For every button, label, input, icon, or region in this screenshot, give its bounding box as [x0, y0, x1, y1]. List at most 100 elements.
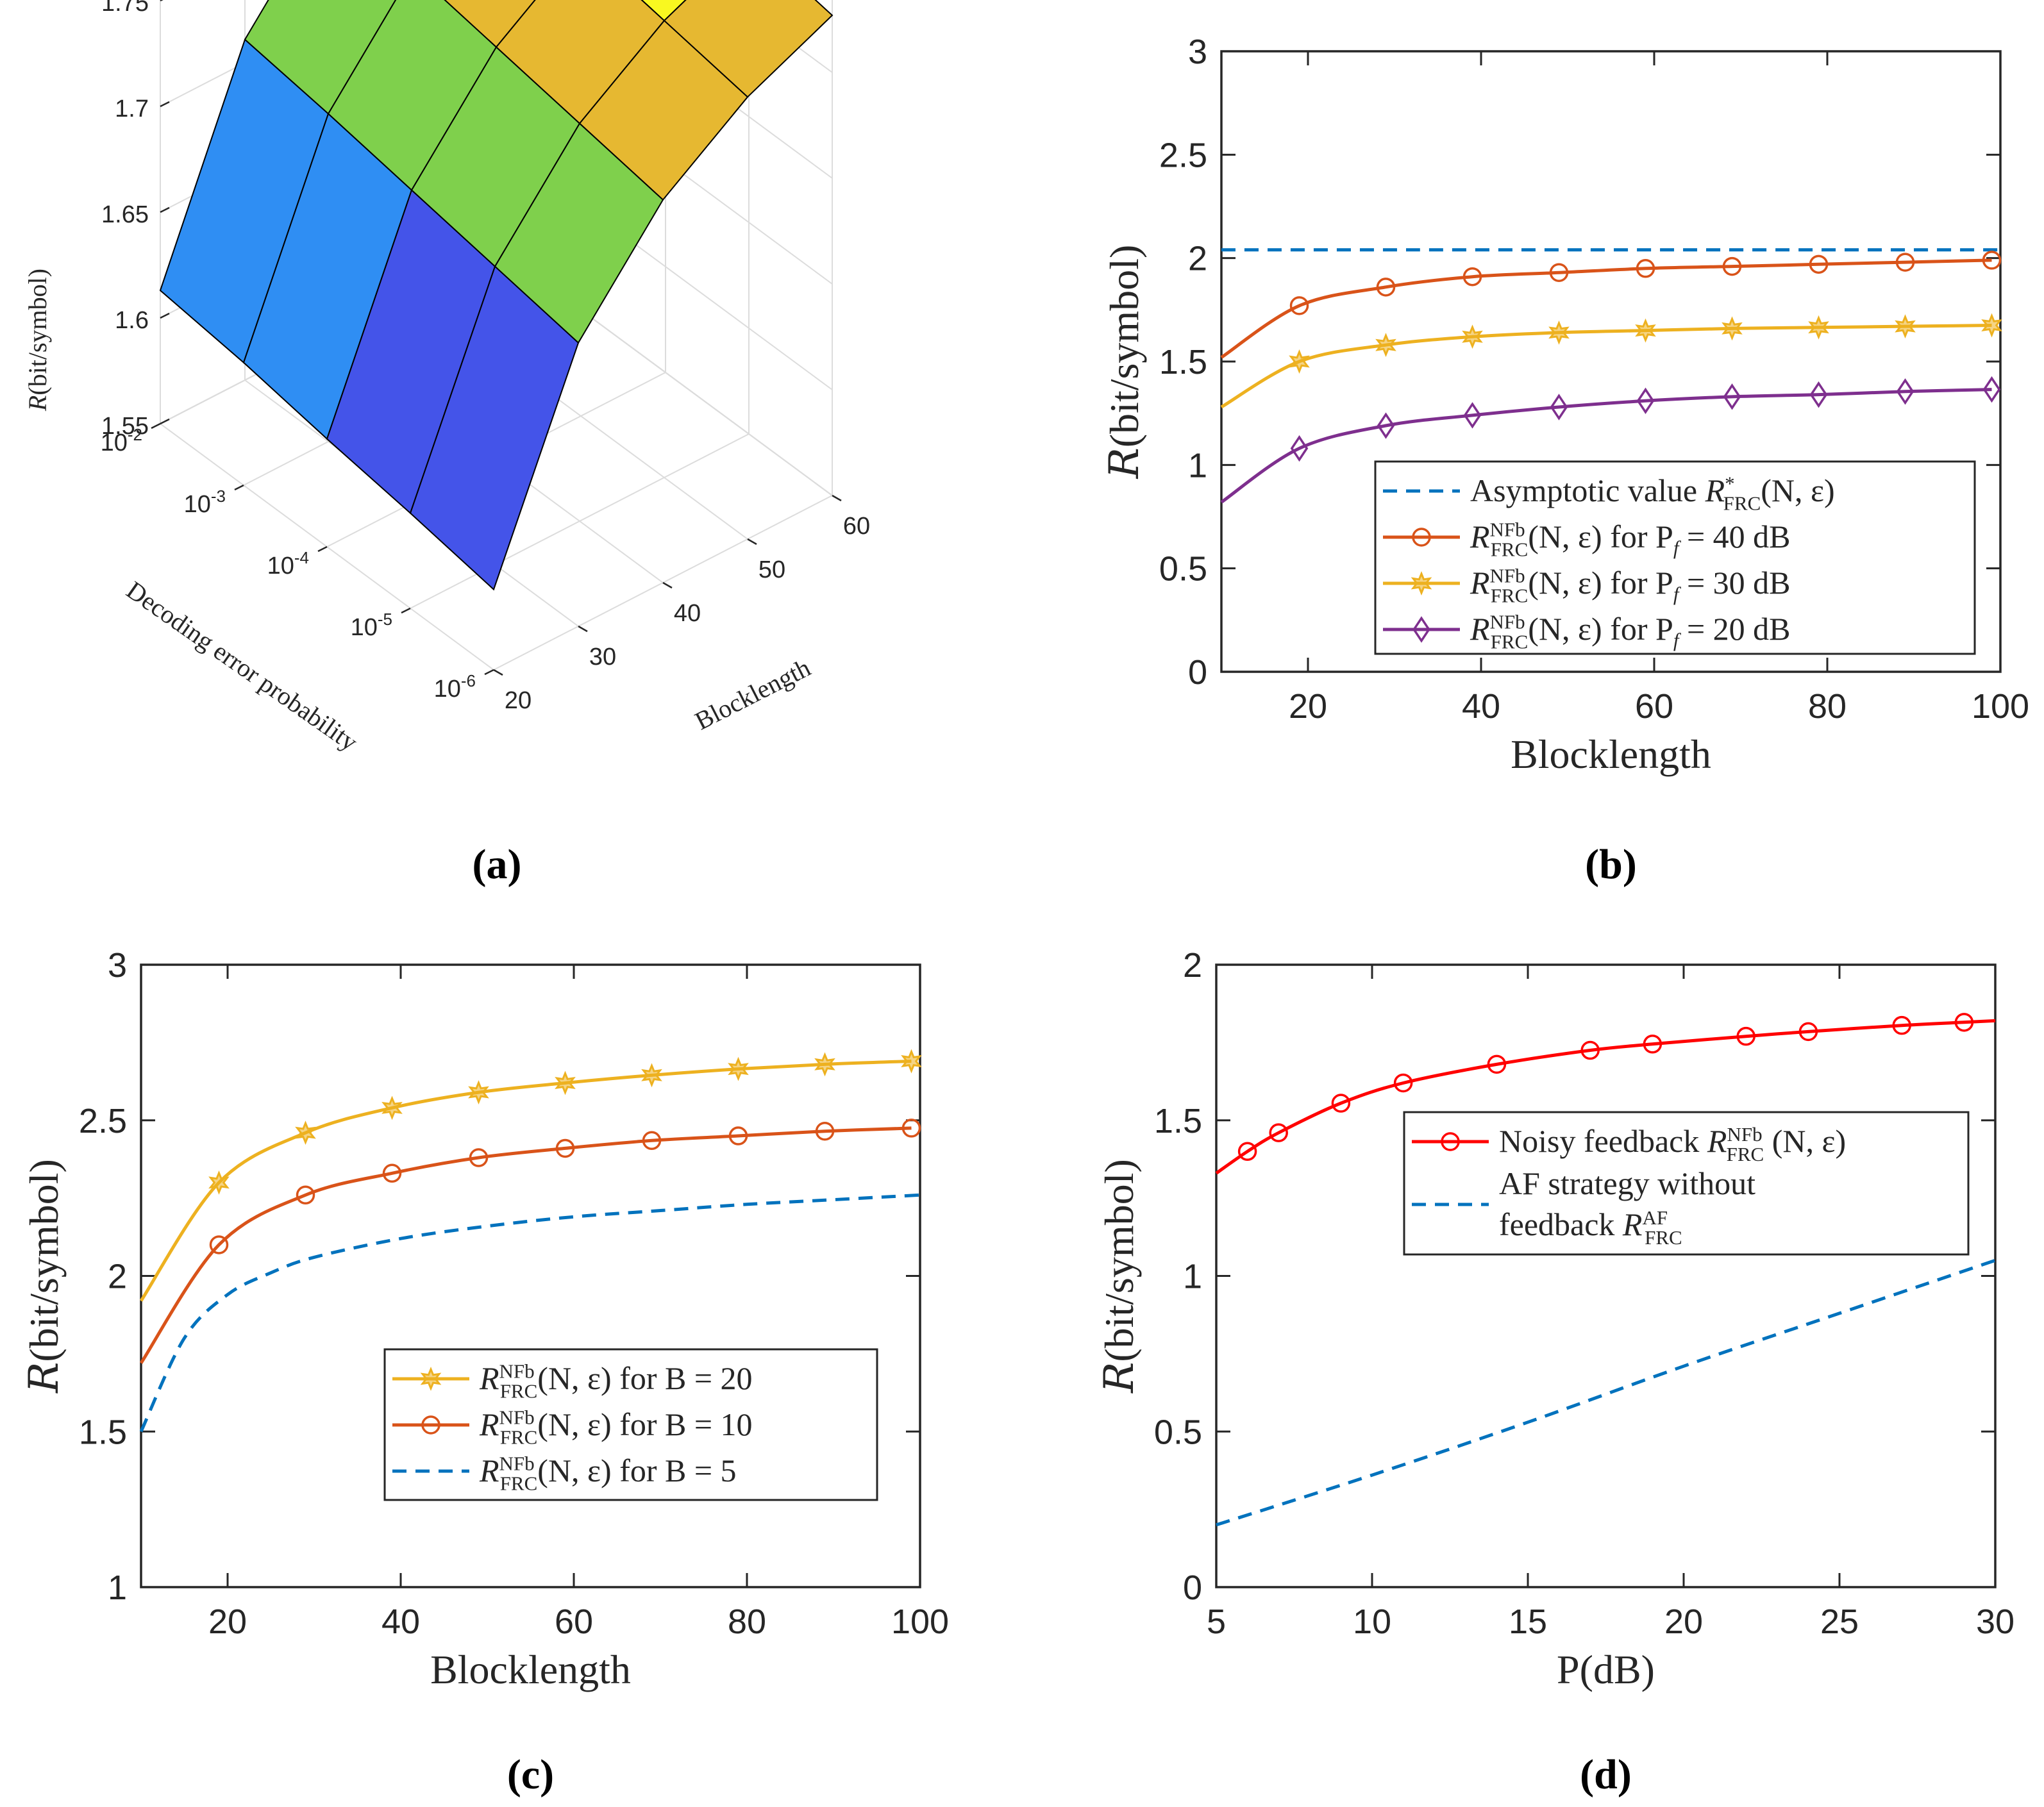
series-line-2: [1220, 324, 1992, 409]
x-tick-mark: [401, 607, 411, 614]
series-0-marker: [1331, 1094, 1351, 1113]
series-2-marker: [1462, 324, 1483, 349]
series-0-marker: [1487, 1054, 1507, 1074]
z-tick-mark: [160, 418, 170, 425]
series-0-marker: [208, 1170, 230, 1195]
series-line-1: [139, 1126, 912, 1364]
y-tick-label: 50: [758, 556, 785, 583]
panel-caption: (c): [507, 1751, 554, 1798]
series-0-marker: [1892, 1015, 1911, 1035]
series-1-marker: [209, 1235, 229, 1254]
y-tick-label: 40: [674, 600, 701, 627]
z-axis-label: R(bit/symbol): [23, 269, 52, 412]
y-tick-label: 1.5: [1154, 1102, 1202, 1140]
y-tick-label: 0: [1188, 653, 1207, 692]
x-tick-label: 10-2: [101, 425, 142, 456]
series-0-marker: [728, 1056, 749, 1081]
x-tick-mark: [484, 669, 494, 676]
z-tick-label: 1.55: [101, 413, 149, 440]
panel-d-line-chart: 5 10 15 20 25 30 0 0.5 1 1.5 2 P(dB) R(bit/symbol) (d…: [1096, 946, 2015, 1798]
y-tick-label: 2.5: [79, 1102, 127, 1140]
x-tick-label: 80: [1808, 687, 1847, 726]
x-tick-label: 100: [1972, 687, 2029, 726]
series-2-marker: [1635, 318, 1656, 343]
y-tick-label: 0.5: [1154, 1413, 1202, 1451]
x-tick-label: 20: [1289, 687, 1327, 726]
series-1-marker: [1636, 259, 1655, 278]
series-3-marker: [1463, 402, 1482, 429]
series-0-marker: [641, 1063, 662, 1088]
series-3-marker: [1896, 378, 1914, 405]
series-1-marker: [1289, 296, 1309, 315]
series-3-marker: [1723, 383, 1741, 410]
y-tick-label: 2: [108, 1258, 127, 1296]
y-tick-label: 1.5: [79, 1413, 127, 1451]
series-1-marker: [1549, 263, 1569, 283]
x-tick-mark: [317, 545, 328, 553]
legend-marker-1: [421, 1415, 440, 1435]
series-line-3: [1220, 388, 1992, 504]
x-tick-mark: [151, 422, 161, 429]
panel-a-surface-plot: 1.551.61.651.71.751.8R(bit/symbol)10-210…: [23, 0, 870, 888]
y-tick-label: 1: [108, 1569, 127, 1607]
series-0-marker: [1736, 1026, 1755, 1046]
y-tick-label: 0: [1183, 1569, 1202, 1607]
z-tick-mark: [160, 312, 170, 319]
x-tick-mark: [234, 484, 244, 491]
legend-label-0: RNFb FRC(N, ε) for B = 20: [479, 1360, 753, 1403]
series-0-marker: [1393, 1073, 1413, 1093]
series-0-marker: [555, 1070, 576, 1095]
series-3-marker: [1636, 387, 1655, 415]
series-0-marker: [1798, 1022, 1818, 1042]
series-1-marker: [1895, 253, 1915, 272]
x-axis-label: Blocklength: [1511, 731, 1711, 777]
z-tick-label: 1.75: [101, 0, 149, 17]
series-line-2: [139, 1193, 921, 1433]
series-1-marker: [728, 1126, 748, 1145]
series-0-marker: [901, 1049, 922, 1074]
legend-marker-1: [1412, 528, 1431, 547]
x-tick-label: 100: [891, 1603, 949, 1641]
z-tick-label: 1.7: [115, 96, 149, 122]
legend-marker-0: [1441, 1132, 1460, 1151]
y-tick-label: 2: [1188, 240, 1207, 278]
y-tick-label: 1: [1188, 446, 1207, 485]
series-1-marker: [1462, 267, 1482, 287]
series-3-marker: [1290, 435, 1309, 462]
x-tick-label: 10-3: [184, 487, 226, 518]
y-tick-mark: [493, 669, 503, 676]
series-2-marker: [1895, 314, 1916, 339]
legend-label-1a: AF strategy without: [1499, 1165, 1755, 1201]
series-line-1: [1216, 1258, 1996, 1527]
x-tick-label: 30: [1976, 1603, 2015, 1641]
series-line-0: [1215, 1019, 1996, 1175]
y-tick-mark: [578, 625, 588, 633]
series-2-marker: [1289, 349, 1310, 374]
y-tick-label: 2: [1183, 946, 1202, 985]
x-tick-label: 10-4: [267, 548, 309, 579]
y-tick-mark: [747, 538, 757, 545]
y-tick-label: 60: [843, 513, 870, 540]
series-0-marker: [1269, 1123, 1288, 1142]
y-tick-label: 3: [1188, 33, 1207, 71]
legend-label-1: RNFb FRC(N, ε) for B = 10: [479, 1406, 753, 1449]
series-3-marker: [1550, 394, 1568, 421]
legend-label-3: RNFb FRC(N, ε) for Pf = 20 dB: [1470, 611, 1791, 653]
y-tick-mark: [832, 494, 842, 502]
series-2-marker: [1548, 320, 1570, 345]
surface-face-2-3: [641, 0, 687, 22]
z-tick-mark: [160, 206, 170, 213]
series-0-marker: [1954, 1013, 1974, 1032]
series-0-marker: [814, 1052, 835, 1077]
y-tick-label: 1.5: [1159, 343, 1207, 381]
legend-box: [1374, 460, 1976, 655]
legend-marker-3: [1412, 616, 1430, 643]
series-1-marker: [555, 1138, 575, 1158]
series-3-marker: [1377, 412, 1395, 439]
series-0-marker: [295, 1120, 316, 1145]
panel-caption: (a): [473, 841, 522, 888]
x-tick-label: 20: [208, 1603, 247, 1641]
surface-face-3-0: [409, 265, 580, 591]
series-1-marker: [1722, 256, 1742, 276]
y-tick-label: 0.5: [1159, 550, 1207, 588]
